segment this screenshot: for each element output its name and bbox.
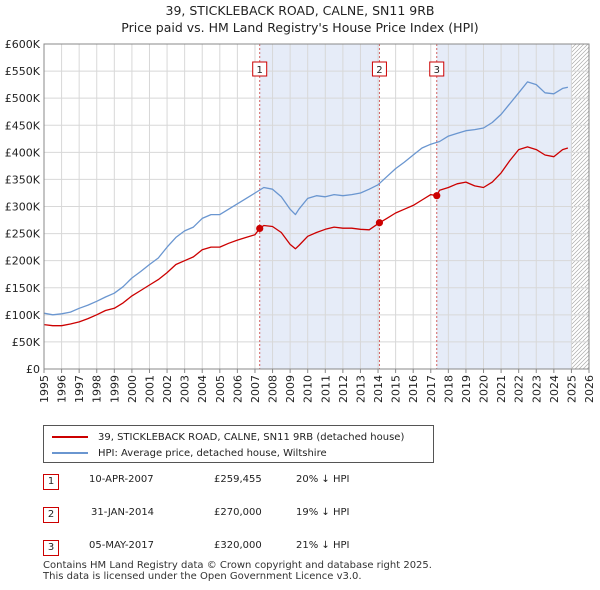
footer: Contains HM Land Registry data © Crown c… — [43, 560, 432, 582]
x-tick-label: 1998 — [91, 375, 104, 403]
sale-date: 31-JAN-2014 — [91, 507, 155, 518]
property-price-line — [43, 146, 569, 327]
sale-date: 05-MAY-2017 — [89, 540, 155, 551]
title-line-2: Price paid vs. HM Land Registry's House … — [121, 20, 479, 35]
sale-row: 2 31-JAN-2014 £270,000 19% ↓ HPI — [43, 504, 443, 523]
x-tick-label: 1995 — [38, 375, 51, 403]
y-tick-label: £550K — [5, 65, 41, 78]
y-tick-label: £600K — [5, 38, 41, 51]
y-tick-label: £300K — [5, 201, 41, 214]
sale-price: £259,455 — [214, 474, 262, 485]
x-tick-label: 2015 — [390, 375, 403, 403]
x-tick-label: 2023 — [530, 375, 543, 403]
x-tick-label: 1999 — [108, 375, 121, 403]
x-tick-label: 2011 — [319, 375, 332, 403]
sale-price: £270,000 — [214, 507, 262, 518]
sale-number-badge: 2 — [43, 507, 59, 523]
legend-item-property: 39, STICKLEBACK ROAD, CALNE, SN11 9RB (d… — [52, 430, 404, 444]
footer-licence: This data is licensed under the Open Gov… — [43, 571, 362, 582]
y-tick-label: £50K — [12, 336, 41, 349]
sale-label-number: 1 — [257, 65, 263, 76]
sale-point — [433, 192, 441, 200]
sale-label-box — [371, 61, 387, 77]
x-tick-label: 2026 — [583, 375, 596, 403]
sale-number-badge: 3 — [43, 540, 59, 556]
x-tick-label: 1997 — [73, 375, 86, 403]
legend-label-hpi: HPI: Average price, detached house, Wilt… — [98, 447, 327, 459]
x-tick-label: 2013 — [354, 375, 367, 403]
y-tick-label: £0 — [26, 363, 40, 376]
x-tick-label: 2001 — [143, 375, 156, 403]
x-tick-label: 2000 — [126, 375, 139, 403]
sale-hpi-delta: 20% ↓ HPI — [296, 474, 350, 485]
sale-label-number: 3 — [434, 65, 440, 76]
sale-row: 1 10-APR-2007 £259,455 20% ↓ HPI — [43, 471, 443, 490]
sale-date: 10-APR-2007 — [89, 474, 154, 485]
x-tick-label: 2009 — [284, 375, 297, 403]
y-tick-label: £200K — [5, 255, 41, 268]
x-tick-label: 2008 — [267, 375, 280, 403]
x-tick-label: 2021 — [495, 375, 508, 403]
x-tick-label: 2025 — [565, 375, 578, 403]
x-tick-label: 2017 — [425, 375, 438, 403]
sale-point — [375, 219, 384, 227]
x-tick-label: 2005 — [214, 375, 227, 403]
sale-row: 3 05-MAY-2017 £320,000 21% ↓ HPI — [43, 537, 443, 556]
y-tick-label: £100K — [5, 309, 41, 322]
x-tick-label: 2006 — [231, 375, 244, 403]
x-tick-label: 2018 — [442, 375, 455, 403]
sale-point — [256, 224, 264, 233]
x-tick-label: 2010 — [302, 375, 315, 403]
title-line-1: 39, STICKLEBACK ROAD, CALNE, SN11 9RB — [165, 3, 435, 18]
y-tick-label: £450K — [5, 119, 41, 132]
x-tick-label: 2022 — [513, 375, 526, 403]
legend-swatch-hpi — [52, 452, 88, 454]
x-tick-label: 2002 — [161, 375, 174, 403]
legend: 39, STICKLEBACK ROAD, CALNE, SN11 9RB (d… — [43, 425, 434, 463]
x-tick-label: 2016 — [407, 375, 420, 403]
x-tick-label: 2003 — [179, 375, 192, 403]
y-tick-label: £500K — [5, 92, 41, 105]
x-tick-label: 2019 — [460, 375, 473, 403]
plot-frame — [43, 43, 590, 370]
sale-number-badge: 1 — [43, 474, 59, 490]
legend-label-property: 39, STICKLEBACK ROAD, CALNE, SN11 9RB (d… — [98, 431, 405, 443]
chart-title: 39, STICKLEBACK ROAD, CALNE, SN11 9RB Pr… — [0, 2, 600, 36]
price-chart: 1 2 3 £0 £50K £100K £150K £200K £250K £300K £350K… — [5, 38, 596, 403]
x-tick-label: 2014 — [372, 375, 385, 403]
x-tick-label: 2007 — [249, 375, 262, 403]
y-tick-label: £400K — [5, 146, 41, 159]
legend-swatch-property — [52, 436, 88, 438]
sale-hpi-delta: 19% ↓ HPI — [296, 507, 350, 518]
x-tick-label: 2020 — [478, 375, 491, 403]
x-tick-label: 2024 — [548, 375, 561, 403]
sale-hpi-delta: 21% ↓ HPI — [296, 540, 350, 551]
x-tick-label: 2004 — [196, 375, 209, 403]
y-tick-label: £150K — [5, 282, 41, 295]
y-tick-label: £250K — [5, 228, 41, 241]
sale-label-box — [252, 61, 268, 77]
x-tick-label: 2012 — [337, 375, 350, 403]
legend-item-hpi: HPI: Average price, detached house, Wilt… — [52, 446, 327, 460]
y-tick-label: £350K — [5, 173, 41, 186]
sale-label-number: 2 — [376, 65, 382, 76]
x-tick-label: 1996 — [56, 375, 69, 403]
sale-price: £320,000 — [214, 540, 262, 551]
footer-copyright: Contains HM Land Registry data © Crown c… — [43, 560, 432, 571]
hpi-line — [43, 81, 569, 316]
sale-label-box — [429, 61, 445, 77]
